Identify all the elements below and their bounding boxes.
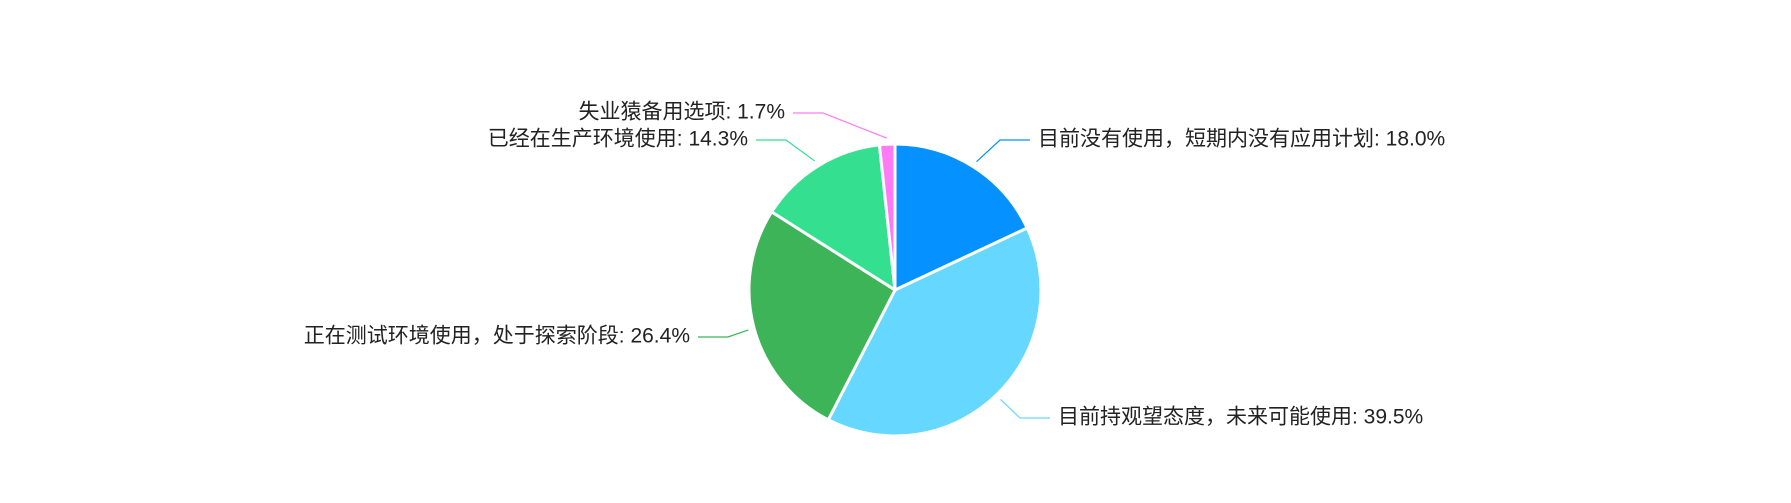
pie-slice[interactable] bbox=[826, 226, 1043, 438]
pie-slice-label: 目前没有使用，短期内没有应用计划: 18.0% bbox=[1038, 128, 1445, 151]
pie-slice[interactable] bbox=[877, 142, 897, 292]
pie-leader-line bbox=[756, 139, 816, 162]
pie-leader-line bbox=[698, 329, 749, 338]
pie-slice-label: 目前持观望态度，未来可能使用: 39.5% bbox=[1058, 406, 1423, 429]
pie-leader-lines bbox=[698, 112, 1050, 419]
pie-slice-label: 失业猿备用选项: 1.7% bbox=[578, 101, 785, 124]
pie-slice[interactable] bbox=[770, 143, 897, 292]
pie-leader-line bbox=[1000, 398, 1050, 419]
pie-slice[interactable] bbox=[893, 142, 1029, 292]
pie-slice[interactable] bbox=[747, 210, 897, 422]
pie-leader-line bbox=[976, 139, 1030, 163]
pie-slices bbox=[747, 142, 1043, 438]
pie-leader-line bbox=[793, 112, 888, 139]
pie-slice-label: 已经在生产环境使用: 14.3% bbox=[488, 128, 748, 151]
pie-labels: 目前没有使用，短期内没有应用计划: 18.0% 目前持观望态度，未来可能使用: 3… bbox=[304, 101, 1445, 429]
pie-slice-label: 正在测试环境使用，处于探索阶段: 26.4% bbox=[304, 325, 690, 348]
